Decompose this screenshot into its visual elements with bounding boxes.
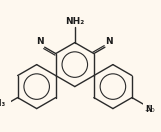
Text: ⁺: ⁺ (147, 105, 151, 110)
Text: −O      O: −O O (145, 108, 161, 113)
Text: N: N (36, 37, 44, 46)
Text: CH₃: CH₃ (0, 100, 6, 109)
Text: N: N (145, 105, 152, 114)
Text: NH₂: NH₂ (65, 17, 84, 26)
Text: N: N (106, 37, 113, 46)
